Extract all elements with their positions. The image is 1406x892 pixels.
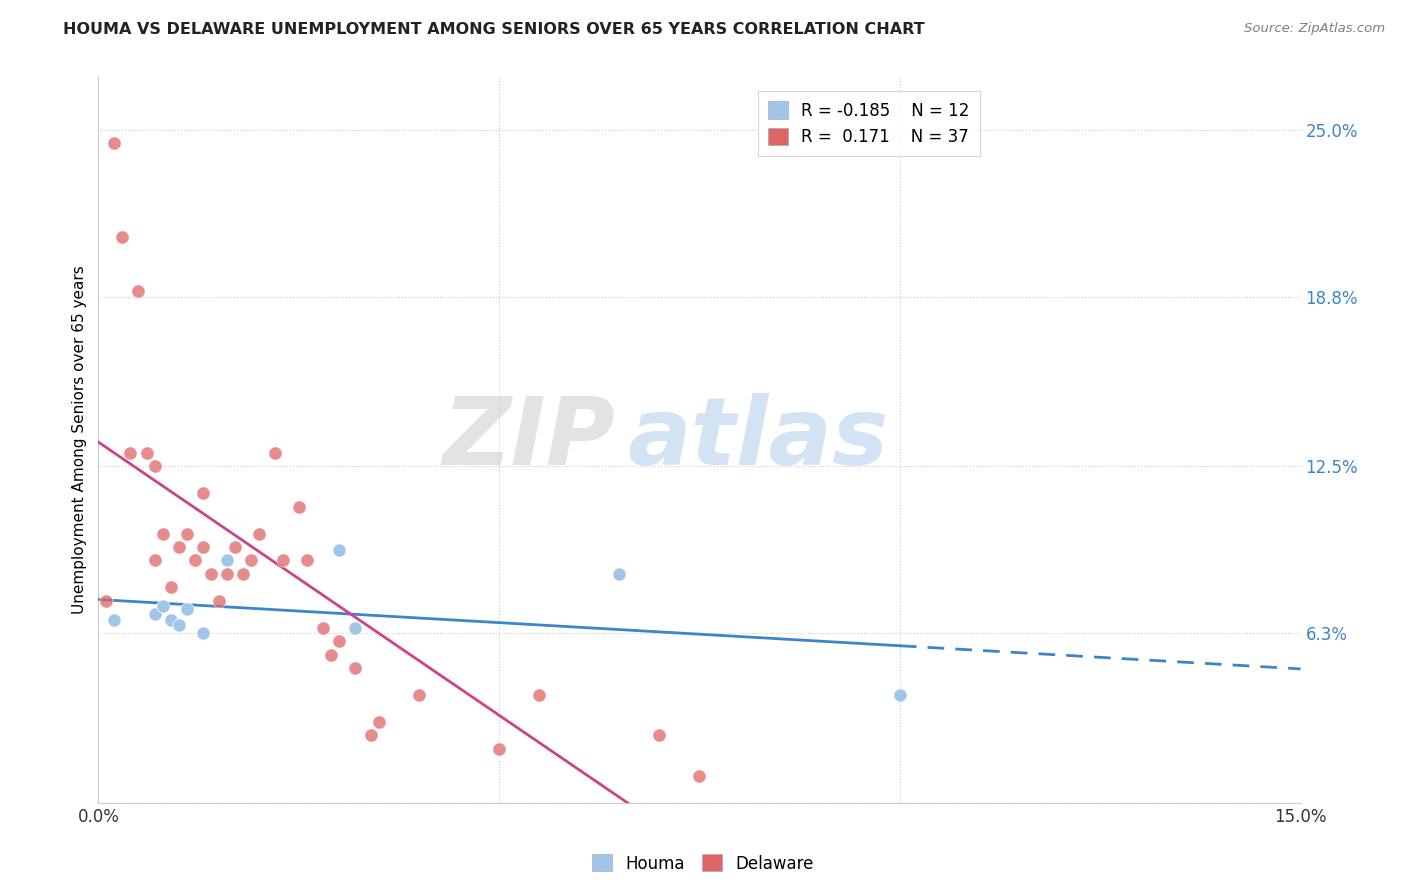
- Point: [128, 284, 150, 298]
- Y-axis label: Unemployment Among Seniors over 65 years: Unemployment Among Seniors over 65 years: [72, 265, 87, 614]
- Point: [176, 526, 198, 541]
- Point: [103, 613, 125, 627]
- Point: [529, 688, 551, 702]
- Point: [183, 553, 205, 567]
- Point: [343, 661, 366, 675]
- Point: [247, 526, 270, 541]
- Point: [295, 553, 318, 567]
- Legend: R = -0.185    N = 12, R =  0.171    N = 37: R = -0.185 N = 12, R = 0.171 N = 37: [758, 91, 980, 156]
- Text: HOUMA VS DELAWARE UNEMPLOYMENT AMONG SENIORS OVER 65 YEARS CORRELATION CHART: HOUMA VS DELAWARE UNEMPLOYMENT AMONG SEN…: [63, 22, 925, 37]
- Point: [111, 230, 134, 244]
- Point: [152, 599, 174, 614]
- Point: [120, 446, 142, 460]
- Point: [288, 500, 311, 514]
- Point: [167, 540, 190, 554]
- Point: [408, 688, 430, 702]
- Text: atlas: atlas: [627, 393, 889, 485]
- Point: [103, 136, 125, 150]
- Point: [889, 688, 911, 702]
- Text: Source: ZipAtlas.com: Source: ZipAtlas.com: [1244, 22, 1385, 36]
- Point: [312, 621, 335, 635]
- Point: [271, 553, 294, 567]
- Point: [232, 566, 254, 581]
- Point: [215, 553, 238, 567]
- Point: [191, 626, 214, 640]
- Point: [609, 566, 631, 581]
- Point: [360, 729, 382, 743]
- Point: [689, 769, 711, 783]
- Point: [135, 446, 157, 460]
- Point: [239, 553, 262, 567]
- Point: [152, 526, 174, 541]
- Point: [143, 607, 166, 622]
- Point: [328, 634, 350, 648]
- Point: [176, 602, 198, 616]
- Point: [96, 594, 118, 608]
- Point: [167, 618, 190, 632]
- Point: [215, 566, 238, 581]
- Point: [159, 581, 181, 595]
- Point: [191, 486, 214, 500]
- Point: [224, 540, 246, 554]
- Legend: Houma, Delaware: Houma, Delaware: [586, 847, 820, 880]
- Text: ZIP: ZIP: [443, 393, 616, 485]
- Point: [368, 714, 391, 729]
- Point: [263, 446, 285, 460]
- Point: [343, 621, 366, 635]
- Point: [488, 742, 510, 756]
- Point: [143, 459, 166, 474]
- Point: [159, 613, 181, 627]
- Point: [143, 553, 166, 567]
- Point: [319, 648, 342, 662]
- Point: [191, 540, 214, 554]
- Point: [208, 594, 231, 608]
- Point: [648, 729, 671, 743]
- Point: [328, 542, 350, 557]
- Point: [200, 566, 222, 581]
